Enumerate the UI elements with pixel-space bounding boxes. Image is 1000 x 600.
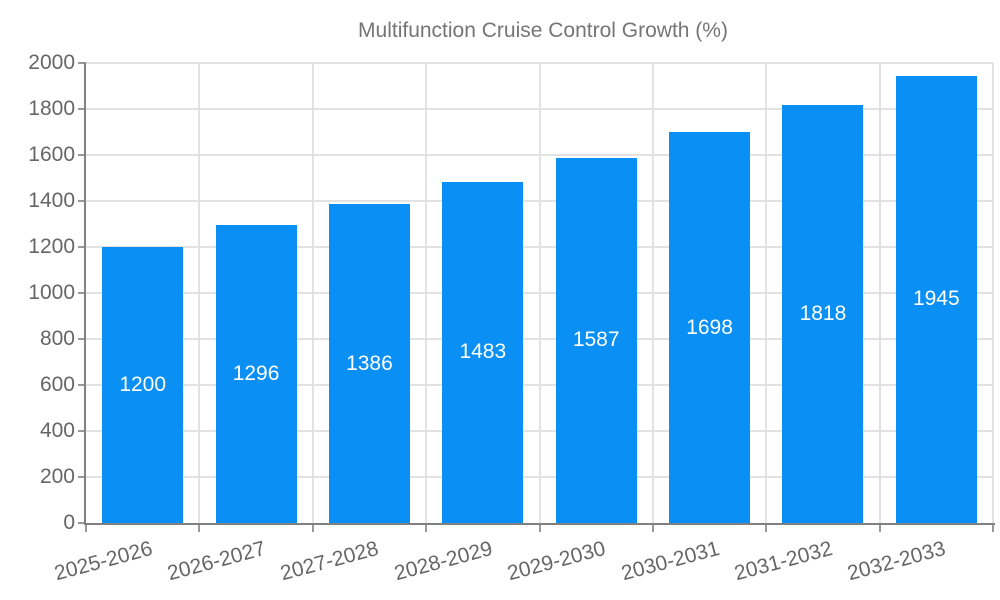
y-tick-mark xyxy=(78,430,86,432)
gridline-vertical xyxy=(878,63,881,523)
legend-swatch xyxy=(272,18,346,44)
y-tick-label: 1200 xyxy=(28,235,75,258)
x-tick-mark xyxy=(878,523,881,532)
y-tick-label: 1600 xyxy=(28,143,75,166)
gridline-vertical xyxy=(198,63,201,523)
bar[interactable]: 1200 xyxy=(102,247,184,523)
y-tick-label: 1800 xyxy=(28,97,75,120)
legend-label: Multifunction Cruise Control Growth (%) xyxy=(358,19,728,42)
y-tick-mark xyxy=(78,200,86,202)
y-tick-mark xyxy=(78,246,86,248)
bar[interactable]: 1483 xyxy=(442,181,524,523)
y-tick-label: 600 xyxy=(39,373,75,396)
gridline-vertical xyxy=(765,63,768,523)
y-tick-mark xyxy=(78,62,86,64)
bar-value-label: 1200 xyxy=(119,373,167,396)
bar[interactable]: 1945 xyxy=(895,75,977,523)
gridline-vertical xyxy=(425,63,428,523)
x-tick-mark xyxy=(538,523,541,532)
y-tick-label: 0 xyxy=(63,511,75,534)
x-tick-mark xyxy=(425,523,428,532)
legend[interactable]: Multifunction Cruise Control Growth (%) xyxy=(0,15,1000,47)
x-axis-line xyxy=(84,523,995,525)
bar[interactable]: 1818 xyxy=(782,104,864,523)
x-tick-mark xyxy=(198,523,201,532)
y-tick-label: 2000 xyxy=(28,51,75,74)
x-tick-mark xyxy=(765,523,768,532)
y-tick-mark xyxy=(78,476,86,478)
y-tick-mark xyxy=(78,384,86,386)
y-tick-label: 1000 xyxy=(28,281,75,304)
gridline-vertical xyxy=(651,63,654,523)
y-tick-mark xyxy=(78,338,86,340)
bar-value-label: 1587 xyxy=(572,328,620,352)
bar-value-label: 1483 xyxy=(459,340,507,364)
y-tick-mark xyxy=(78,108,86,110)
bar[interactable]: 1296 xyxy=(215,224,297,523)
bar[interactable]: 1587 xyxy=(555,157,637,523)
bar[interactable]: 1386 xyxy=(328,204,410,523)
x-tick-mark xyxy=(311,523,314,532)
x-tick-mark xyxy=(992,523,994,532)
y-tick-label: 800 xyxy=(39,327,75,350)
gridline-vertical xyxy=(538,63,541,523)
gridline-vertical xyxy=(992,63,994,523)
x-tick-mark xyxy=(85,523,87,532)
y-tick-label: 1400 xyxy=(28,189,75,212)
y-tick-label: 400 xyxy=(39,419,75,442)
bar-value-label: 1698 xyxy=(686,315,733,339)
bar-value-label: 1818 xyxy=(799,301,847,325)
y-tick-mark xyxy=(78,154,86,156)
x-tick-mark xyxy=(651,523,654,532)
y-tick-mark xyxy=(78,292,86,294)
y-tick-label: 200 xyxy=(39,465,75,488)
y-axis-line xyxy=(84,63,86,525)
bar[interactable]: 1698 xyxy=(669,132,751,523)
bar-value-label: 1296 xyxy=(232,361,280,385)
bar-value-label: 1386 xyxy=(346,351,393,375)
gridline-vertical xyxy=(311,63,314,523)
y-tick-mark xyxy=(78,522,86,524)
bar-value-label: 1945 xyxy=(912,287,960,311)
